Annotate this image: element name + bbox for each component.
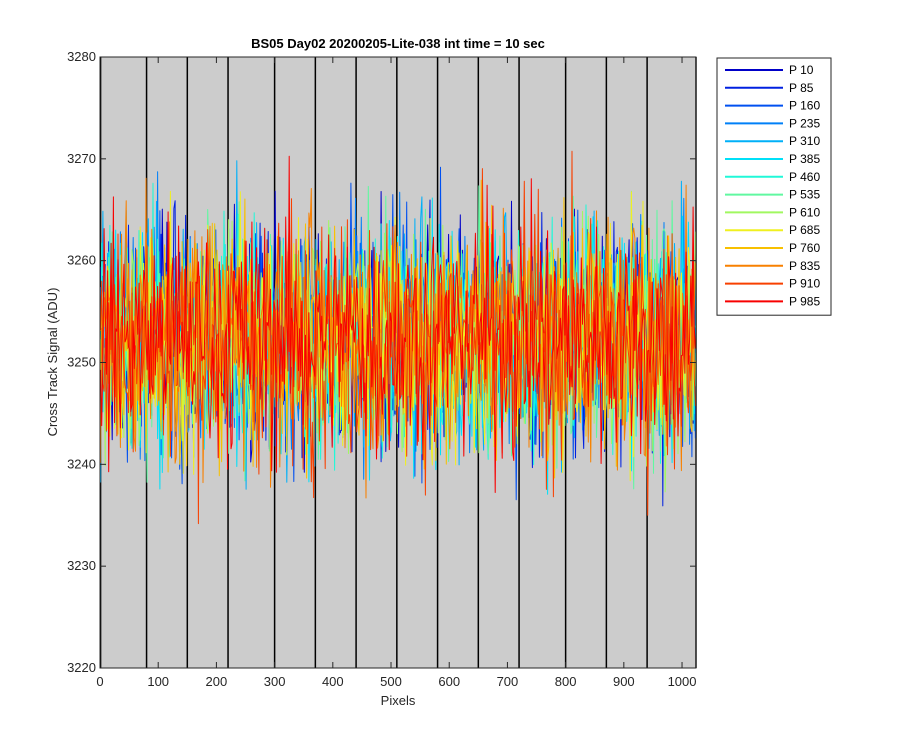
legend-label: P 460 — [789, 170, 820, 184]
x-tick-label: 400 — [322, 674, 344, 689]
legend-label: P 985 — [789, 294, 820, 308]
y-tick-label: 3220 — [67, 660, 96, 675]
legend-label: P 235 — [789, 116, 820, 130]
x-tick-label: 100 — [147, 674, 169, 689]
x-tick-label: 500 — [380, 674, 402, 689]
legend-label: P 385 — [789, 152, 820, 166]
y-axis-label: Cross Track Signal (ADU) — [45, 288, 60, 437]
y-tick-label: 3250 — [67, 355, 96, 370]
x-tick-label: 300 — [264, 674, 286, 689]
x-axis-label: Pixels — [381, 693, 416, 708]
legend-label: P 835 — [789, 259, 820, 273]
legend: P 10 P 85 P 160 P 235 P 310 P 385 P 460 P 535 P … — [716, 57, 832, 316]
legend-label: P 10 — [789, 63, 814, 77]
legend-label: P 610 — [789, 205, 820, 219]
y-tick-label: 3280 — [67, 49, 96, 64]
x-tick-label: 700 — [497, 674, 519, 689]
y-tick-label: 3270 — [67, 151, 96, 166]
x-tick-label: 800 — [555, 674, 577, 689]
x-tick-label: 600 — [438, 674, 460, 689]
legend-label: P 685 — [789, 223, 820, 237]
y-tick-label: 3230 — [67, 558, 96, 573]
legend-label: P 760 — [789, 241, 820, 255]
x-tick-label: 0 — [96, 674, 103, 689]
x-tick-label: 200 — [206, 674, 228, 689]
legend-label: P 910 — [789, 277, 820, 291]
y-tick-label: 3240 — [67, 456, 96, 471]
chart-title: BS05 Day02 20200205-Lite-038 int time = … — [251, 36, 545, 51]
series-line — [100, 155, 696, 493]
legend-label: P 85 — [789, 81, 814, 95]
y-tick-label: 3260 — [67, 253, 96, 268]
legend-box — [716, 57, 832, 316]
x-tick-label: 1000 — [668, 674, 697, 689]
legend-label: P 160 — [789, 99, 820, 113]
x-tick-label: 900 — [613, 674, 635, 689]
legend-label: P 535 — [789, 188, 820, 202]
legend-label: P 310 — [789, 134, 820, 148]
